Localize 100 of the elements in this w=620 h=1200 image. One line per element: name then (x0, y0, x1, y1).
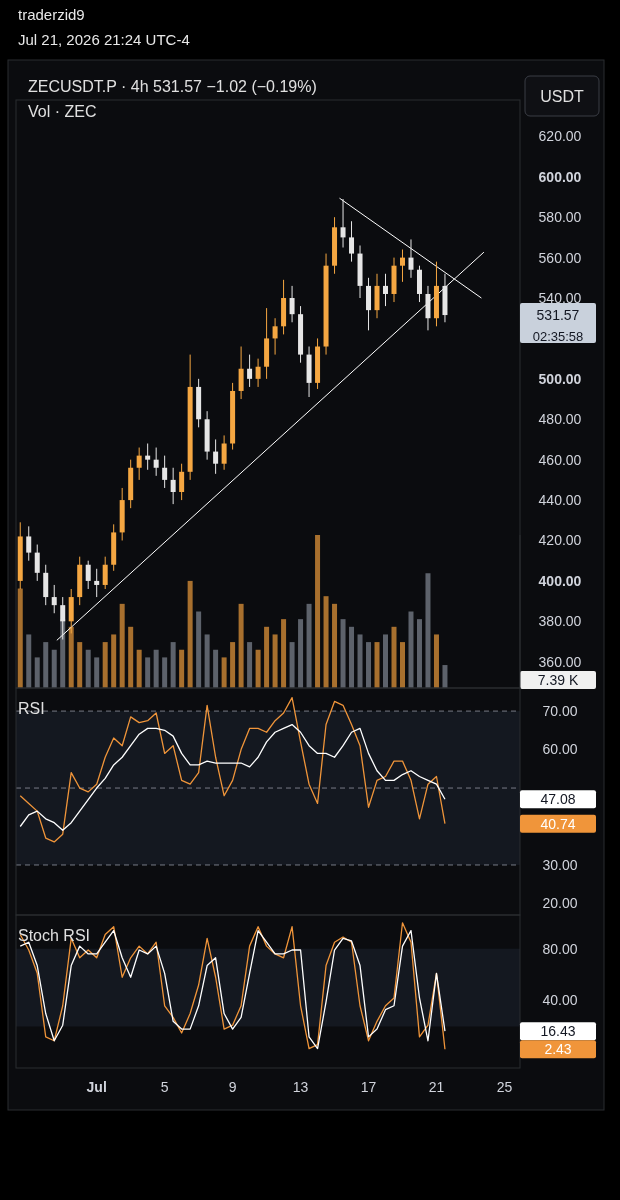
y-tick-label: 20.00 (542, 895, 578, 912)
bar (340, 619, 346, 688)
bar (17, 588, 23, 688)
text: RSI (18, 700, 45, 717)
y-tick-label: 360.00 (538, 653, 582, 670)
candlestick (408, 238, 414, 279)
candlestick (247, 354, 253, 388)
bar (433, 634, 439, 688)
bar (247, 642, 253, 688)
bar (68, 626, 74, 688)
text: 7.39 K (537, 671, 579, 688)
bar (145, 657, 151, 688)
candlestick (383, 273, 389, 307)
bar (221, 657, 227, 688)
bar (255, 649, 261, 688)
candlestick (179, 463, 185, 501)
bar (85, 649, 91, 688)
y-tick-label: 40.00 (542, 992, 578, 1009)
candlestick (399, 249, 405, 283)
y-tick-label: 540.00 (538, 289, 582, 306)
bar (323, 596, 329, 688)
x-tick-label: 21 (428, 1079, 445, 1095)
bar (315, 535, 321, 688)
y-tick-label: 500.00 (538, 370, 582, 387)
bar (366, 642, 372, 688)
bar (332, 603, 338, 688)
bar (187, 580, 193, 688)
bar (102, 642, 108, 688)
y-tick-label: 480.00 (538, 411, 582, 428)
bar (162, 657, 168, 688)
x-tick-label: Jul (86, 1079, 107, 1095)
bar (128, 626, 134, 688)
bar (264, 626, 270, 688)
bar (111, 634, 117, 688)
y-tick-label: 400.00 (538, 572, 582, 589)
bar (272, 634, 278, 688)
y-tick-label: 70.00 (542, 702, 578, 719)
bar (391, 626, 397, 688)
y-tick-label: 420.00 (538, 532, 582, 549)
candlestick (136, 447, 142, 481)
bar (289, 642, 295, 688)
candlestick (26, 525, 32, 562)
bar (238, 603, 244, 688)
candlestick (349, 220, 355, 263)
text: 47.08 (540, 791, 576, 808)
y-tick-label: 60.00 (542, 741, 578, 758)
bar (230, 642, 236, 688)
bar (179, 649, 185, 688)
bar (425, 573, 431, 688)
candlestick (162, 455, 168, 489)
bar (349, 626, 355, 688)
text: 2.43 (544, 1041, 572, 1058)
candlestick (213, 438, 219, 475)
line-series (19, 723, 446, 832)
bar (77, 642, 83, 688)
bar (204, 634, 210, 688)
candlestick (170, 467, 176, 505)
candlestick (145, 443, 151, 471)
bar (213, 649, 219, 688)
text: 531.57 (536, 306, 580, 323)
bar (119, 603, 125, 688)
y-tick-label: 620.00 (538, 128, 582, 145)
bar (153, 649, 159, 688)
y-tick-label: 30.00 (542, 856, 578, 873)
candlestick (238, 346, 244, 400)
text: 16.43 (540, 1023, 576, 1040)
x-tick-label: 5 (160, 1079, 169, 1095)
bar (136, 649, 142, 688)
x-tick-label: 13 (292, 1079, 309, 1095)
y-tick-label: 440.00 (538, 491, 582, 508)
bar (51, 649, 57, 688)
bar (306, 603, 312, 688)
text: USDT (540, 87, 584, 105)
y-tick-label: 560.00 (538, 249, 582, 266)
bar (374, 642, 380, 688)
candlestick (272, 317, 278, 356)
bar (281, 619, 287, 688)
bar (357, 634, 363, 688)
y-tick-label: 600.00 (538, 168, 582, 185)
bar (94, 657, 100, 688)
bar (298, 619, 304, 688)
bar (399, 642, 405, 688)
candlestick (153, 447, 159, 477)
text: 40.74 (540, 815, 576, 832)
bar (416, 619, 422, 688)
line-series (19, 696, 446, 843)
bar (34, 657, 40, 688)
bar (26, 634, 32, 688)
text: traderzid9 (18, 6, 85, 23)
candlestick (221, 434, 227, 471)
y-tick-label: 460.00 (538, 451, 582, 468)
x-tick-label: 9 (228, 1079, 237, 1095)
bar (170, 642, 176, 688)
bar (196, 611, 202, 688)
candlestick (34, 544, 40, 582)
x-tick-label: 17 (360, 1079, 377, 1095)
candlestick (94, 568, 100, 598)
bar (408, 611, 414, 688)
y-tick-label: 380.00 (538, 613, 582, 630)
candlestick (51, 584, 57, 614)
